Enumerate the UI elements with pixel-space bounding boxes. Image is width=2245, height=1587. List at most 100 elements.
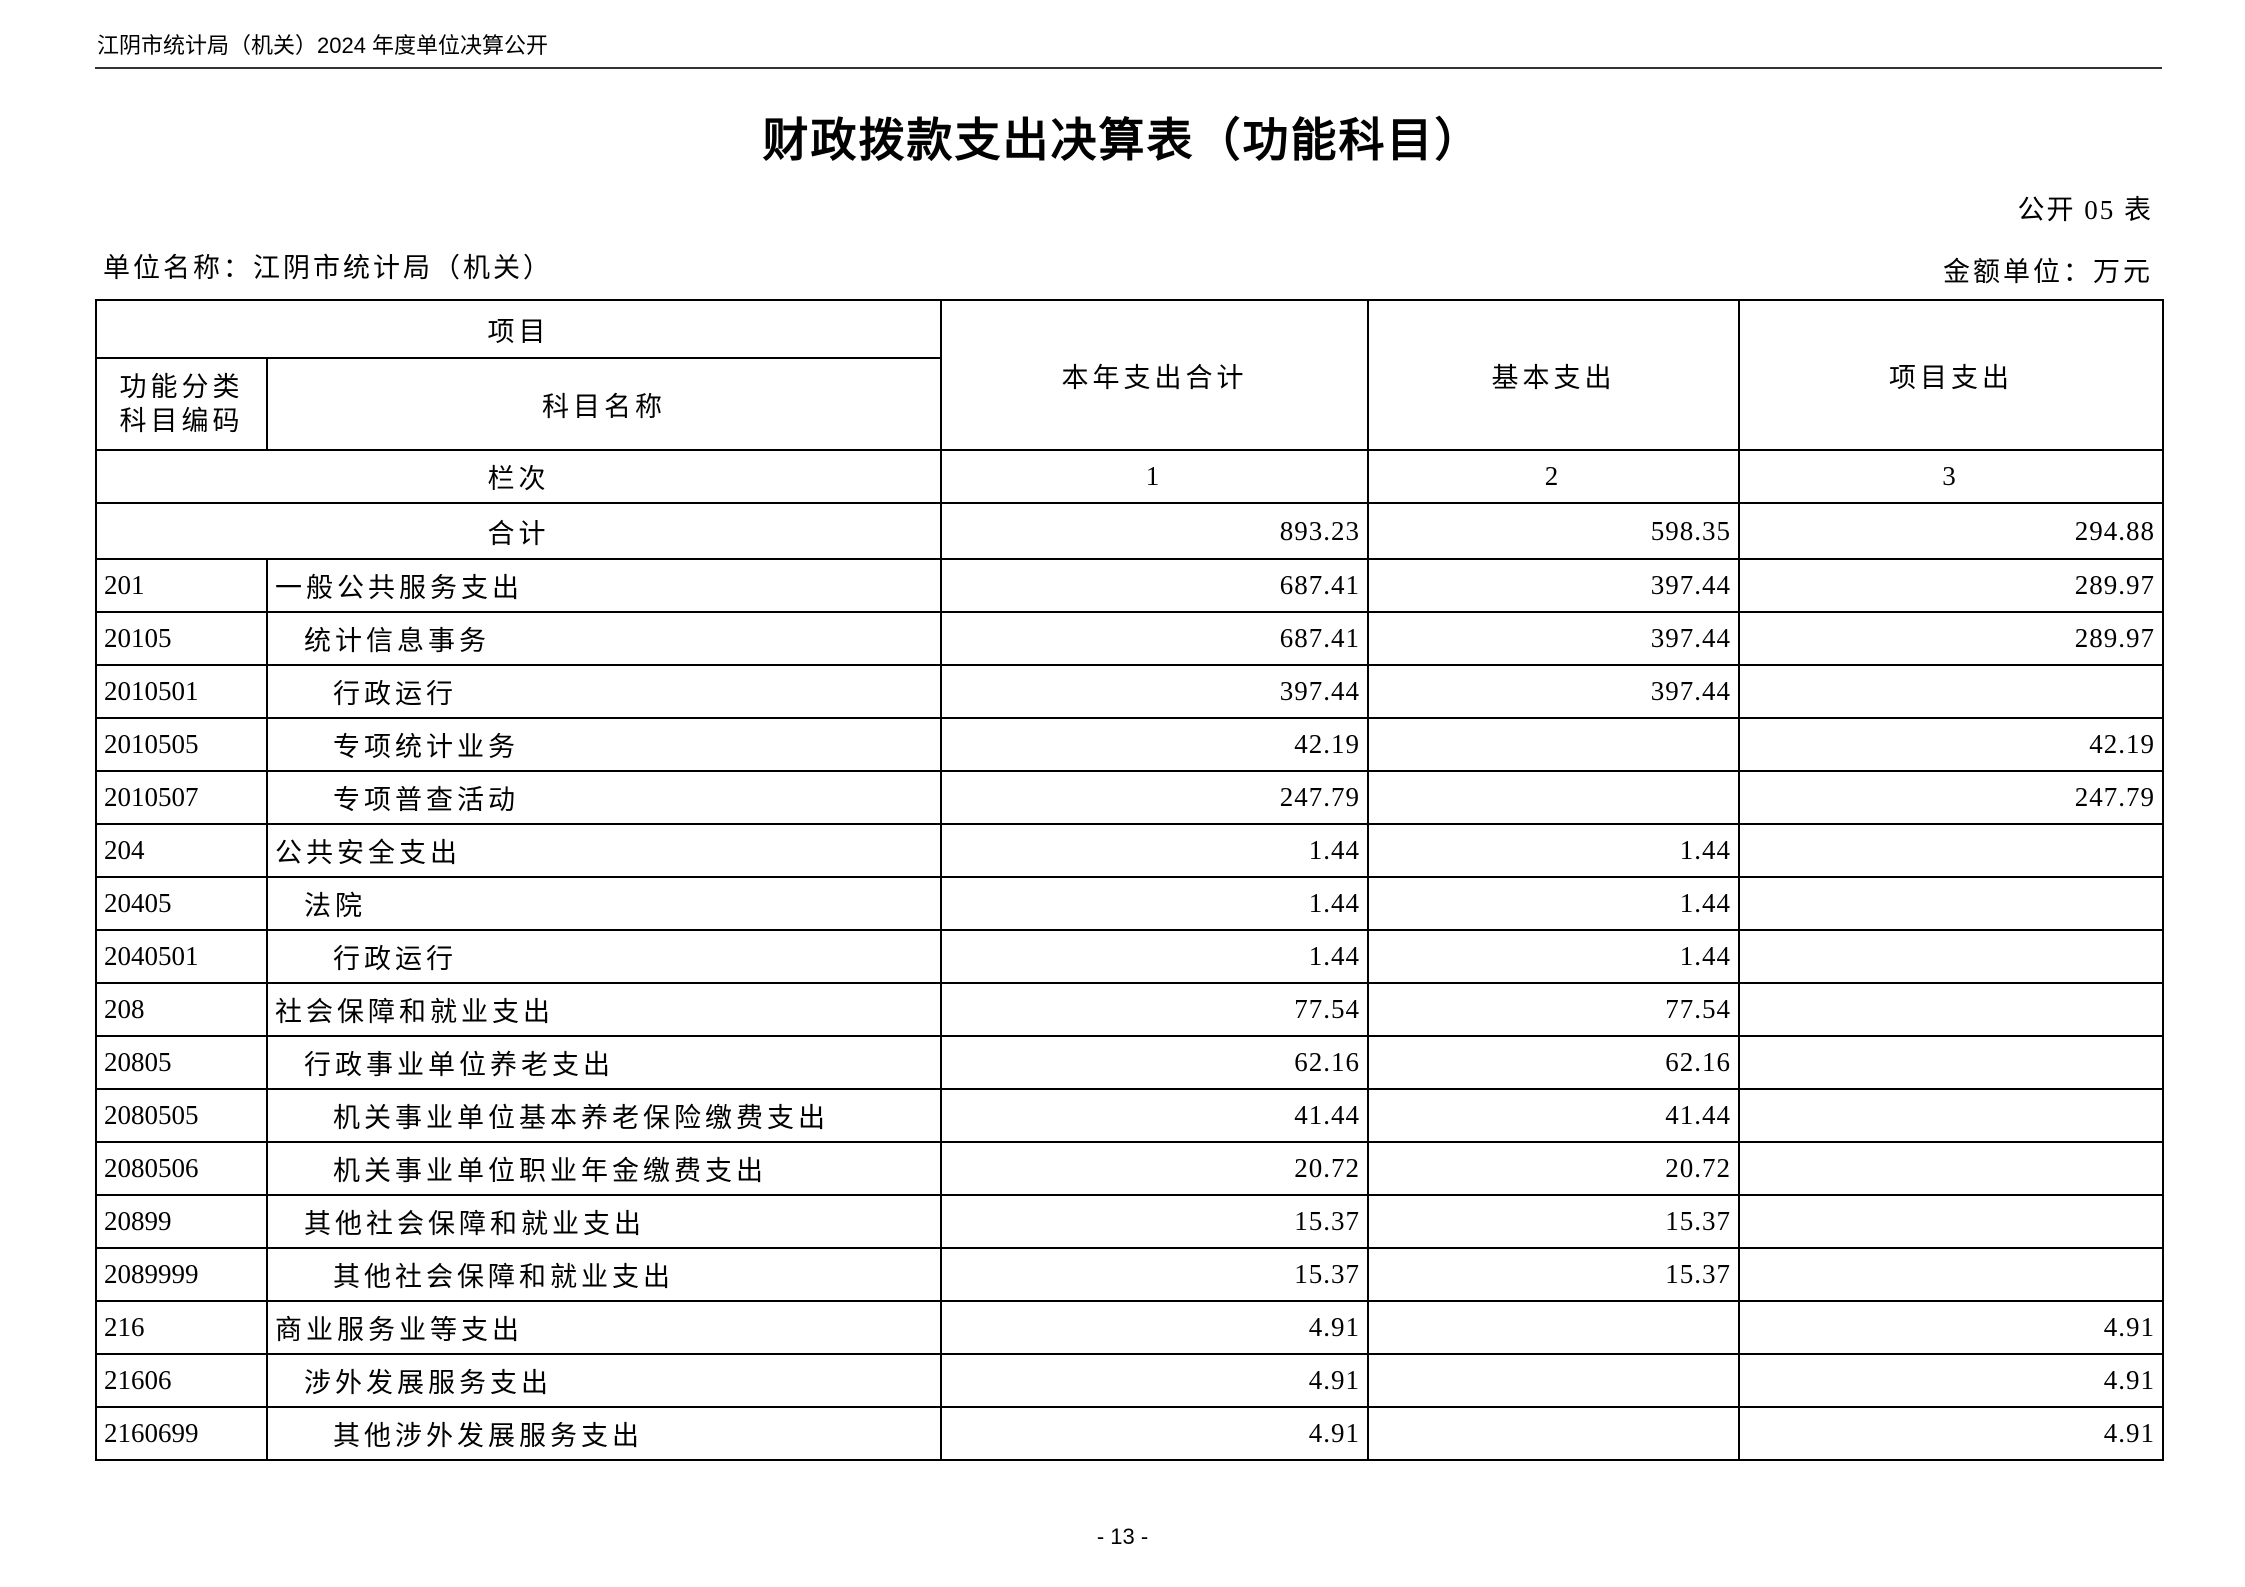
row-total: 1.44 xyxy=(940,929,1369,984)
row-name: 行政运行 xyxy=(266,664,942,719)
row-basic: 397.44 xyxy=(1367,611,1740,666)
header-code: 功能分类 科目编码 xyxy=(95,357,268,451)
table-row: 201 一般公共服务支出 687.41 397.44 289.97 xyxy=(95,558,2164,613)
column-index-2: 2 xyxy=(1367,449,1740,504)
row-basic: 62.16 xyxy=(1367,1035,1740,1090)
table-row: 216 商业服务业等支出 4.91 4.91 xyxy=(95,1300,2164,1355)
page-title: 财政拨款支出决算表（功能科目） xyxy=(762,115,1483,166)
header-code-line1: 功能分类 xyxy=(119,372,244,402)
row-project: 4.91 xyxy=(1738,1353,2164,1408)
table-row: 2040501 行政运行 1.44 1.44 xyxy=(95,929,2164,984)
row-total: 77.54 xyxy=(940,982,1369,1037)
document-header: 江阴市统计局（机关）2024 年度单位决算公开 xyxy=(97,33,549,58)
header-total: 本年支出合计 xyxy=(940,299,1369,451)
row-total: 687.41 xyxy=(940,611,1369,666)
table-row: 20105 统计信息事务 687.41 397.44 289.97 xyxy=(95,611,2164,666)
table-row: 20805 行政事业单位养老支出 62.16 62.16 xyxy=(95,1035,2164,1090)
table-row: 2010501 行政运行 397.44 397.44 xyxy=(95,664,2164,719)
row-name: 行政事业单位养老支出 xyxy=(266,1035,942,1090)
row-basic: 1.44 xyxy=(1367,876,1740,931)
row-name: 商业服务业等支出 xyxy=(266,1300,942,1355)
row-project xyxy=(1738,1088,2164,1143)
row-code: 2010501 xyxy=(95,664,268,719)
row-code: 20105 xyxy=(95,611,268,666)
total-project: 294.88 xyxy=(1738,502,2164,560)
column-index-1: 1 xyxy=(940,449,1369,504)
row-name: 涉外发展服务支出 xyxy=(266,1353,942,1408)
row-project xyxy=(1738,929,2164,984)
row-project xyxy=(1738,823,2164,878)
row-total: 4.91 xyxy=(940,1406,1369,1461)
row-code: 2080505 xyxy=(95,1088,268,1143)
header-basic: 基本支出 xyxy=(1367,299,1740,451)
row-total: 1.44 xyxy=(940,876,1369,931)
row-name: 机关事业单位基本养老保险缴费支出 xyxy=(266,1088,942,1143)
row-basic: 1.44 xyxy=(1367,823,1740,878)
row-project xyxy=(1738,876,2164,931)
row-project xyxy=(1738,1247,2164,1302)
row-name: 行政运行 xyxy=(266,929,942,984)
row-total: 41.44 xyxy=(940,1088,1369,1143)
table-row: 20405 法院 1.44 1.44 xyxy=(95,876,2164,931)
column-index-3: 3 xyxy=(1738,449,2164,504)
row-basic: 397.44 xyxy=(1367,558,1740,613)
header-project: 项目支出 xyxy=(1738,299,2164,451)
row-project xyxy=(1738,982,2164,1037)
row-code: 201 xyxy=(95,558,268,613)
row-basic: 77.54 xyxy=(1367,982,1740,1037)
table-row: 2160699 其他涉外发展服务支出 4.91 4.91 xyxy=(95,1406,2164,1461)
row-name: 公共安全支出 xyxy=(266,823,942,878)
table-row: 2010507 专项普查活动 247.79 247.79 xyxy=(95,770,2164,825)
row-project xyxy=(1738,1194,2164,1249)
row-total: 62.16 xyxy=(940,1035,1369,1090)
total-basic: 598.35 xyxy=(1367,502,1740,560)
expenditure-table: 项目 本年支出合计 基本支出 项目支出 功能分类 科目编码 科目名称 栏次 1 2… xyxy=(95,299,2164,1461)
row-total: 247.79 xyxy=(940,770,1369,825)
row-name: 其他社会保障和就业支出 xyxy=(266,1247,942,1302)
row-name: 统计信息事务 xyxy=(266,611,942,666)
amount-unit: 金额单位：万元 xyxy=(1943,257,2153,287)
table-row: 2010505 专项统计业务 42.19 42.19 xyxy=(95,717,2164,772)
row-code: 2080506 xyxy=(95,1141,268,1196)
row-total: 4.91 xyxy=(940,1353,1369,1408)
table-row: 204 公共安全支出 1.44 1.44 xyxy=(95,823,2164,878)
row-code: 204 xyxy=(95,823,268,878)
row-name: 社会保障和就业支出 xyxy=(266,982,942,1037)
row-total: 42.19 xyxy=(940,717,1369,772)
row-project: 247.79 xyxy=(1738,770,2164,825)
row-name: 专项普查活动 xyxy=(266,770,942,825)
table-row: 208 社会保障和就业支出 77.54 77.54 xyxy=(95,982,2164,1037)
row-name: 其他涉外发展服务支出 xyxy=(266,1406,942,1461)
row-basic xyxy=(1367,770,1740,825)
row-name: 一般公共服务支出 xyxy=(266,558,942,613)
row-code: 2010505 xyxy=(95,717,268,772)
row-code: 20899 xyxy=(95,1194,268,1249)
total-label: 合计 xyxy=(95,502,942,560)
row-name: 法院 xyxy=(266,876,942,931)
row-name: 专项统计业务 xyxy=(266,717,942,772)
row-basic: 15.37 xyxy=(1367,1247,1740,1302)
row-code: 2010507 xyxy=(95,770,268,825)
row-code: 208 xyxy=(95,982,268,1037)
header-name: 科目名称 xyxy=(266,357,942,451)
row-basic xyxy=(1367,1406,1740,1461)
row-basic: 397.44 xyxy=(1367,664,1740,719)
row-total: 1.44 xyxy=(940,823,1369,878)
table-row: 21606 涉外发展服务支出 4.91 4.91 xyxy=(95,1353,2164,1408)
table-row: 2080506 机关事业单位职业年金缴费支出 20.72 20.72 xyxy=(95,1141,2164,1196)
table-row: 2089999 其他社会保障和就业支出 15.37 15.37 xyxy=(95,1247,2164,1302)
column-index-label: 栏次 xyxy=(95,449,942,504)
total-row: 合计 893.23 598.35 294.88 xyxy=(95,502,2164,560)
row-project: 289.97 xyxy=(1738,558,2164,613)
row-total: 687.41 xyxy=(940,558,1369,613)
table-row: 20899 其他社会保障和就业支出 15.37 15.37 xyxy=(95,1194,2164,1249)
row-name: 其他社会保障和就业支出 xyxy=(266,1194,942,1249)
row-code: 2160699 xyxy=(95,1406,268,1461)
row-name: 机关事业单位职业年金缴费支出 xyxy=(266,1141,942,1196)
table-row: 2080505 机关事业单位基本养老保险缴费支出 41.44 41.44 xyxy=(95,1088,2164,1143)
row-basic xyxy=(1367,1353,1740,1408)
row-project: 4.91 xyxy=(1738,1300,2164,1355)
row-basic: 20.72 xyxy=(1367,1141,1740,1196)
header-divider xyxy=(95,67,2162,69)
row-project xyxy=(1738,1141,2164,1196)
